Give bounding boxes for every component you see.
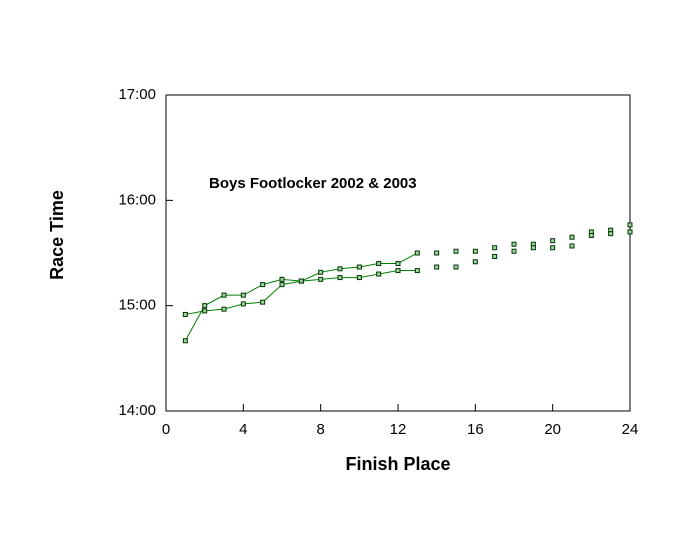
point-marker (511, 248, 517, 254)
point-marker (434, 264, 440, 270)
y-axis-title: Race Time (47, 190, 67, 280)
point-marker (376, 271, 382, 277)
point-marker (569, 234, 575, 240)
point-marker (279, 282, 285, 288)
point-marker (550, 245, 556, 251)
x-tick-label: 12 (390, 421, 407, 438)
point-marker (608, 231, 614, 237)
x-axis-title: Finish Place (345, 454, 450, 474)
x-tick-label: 0 (162, 421, 170, 438)
point-marker (260, 299, 266, 305)
point-marker (627, 229, 633, 235)
point-marker (472, 259, 478, 265)
point-marker (414, 268, 420, 274)
x-tick-label: 4 (239, 421, 247, 438)
point-marker (627, 222, 633, 228)
point-marker (356, 275, 362, 281)
point-marker (279, 276, 285, 282)
point-marker (395, 268, 401, 274)
point-marker (182, 338, 188, 344)
point-marker (202, 308, 208, 314)
point-marker (221, 306, 227, 312)
point-marker (453, 264, 459, 270)
series-line (184, 252, 418, 342)
point-marker (221, 292, 227, 298)
point-marker (337, 275, 343, 281)
point-marker (569, 243, 575, 249)
point-marker (182, 311, 188, 317)
point-marker (453, 248, 459, 254)
plot-frame (165, 94, 631, 412)
series-line (185, 270, 418, 315)
point-marker (550, 238, 556, 244)
y-tick-label: 14:00 (118, 402, 156, 419)
point-marker (356, 264, 362, 270)
point-marker (318, 276, 324, 282)
x-tick-label: 20 (544, 421, 561, 438)
point-marker (240, 292, 246, 298)
y-tick-label: 16:00 (118, 191, 156, 208)
point-marker (395, 261, 401, 267)
point-marker (414, 250, 420, 256)
chart-title: Boys Footlocker 2002 & 2003 (209, 175, 417, 192)
x-tick-label: 8 (316, 421, 324, 438)
y-tick-label: 15:00 (118, 297, 156, 314)
x-tick-label: 24 (622, 421, 639, 438)
point-marker (472, 248, 478, 254)
x-tick-label: 16 (467, 421, 484, 438)
point-marker (492, 254, 498, 260)
point-marker (260, 282, 266, 288)
y-tick-label: 17:00 (118, 86, 156, 103)
point-marker (530, 245, 536, 251)
point-marker (376, 261, 382, 267)
point-marker (318, 269, 324, 275)
point-marker (511, 241, 517, 247)
point-marker (337, 266, 343, 272)
point-marker (240, 301, 246, 307)
point-marker (434, 250, 440, 256)
point-marker (492, 245, 498, 251)
point-marker (298, 278, 304, 284)
point-marker (202, 303, 208, 309)
point-marker (588, 232, 594, 238)
